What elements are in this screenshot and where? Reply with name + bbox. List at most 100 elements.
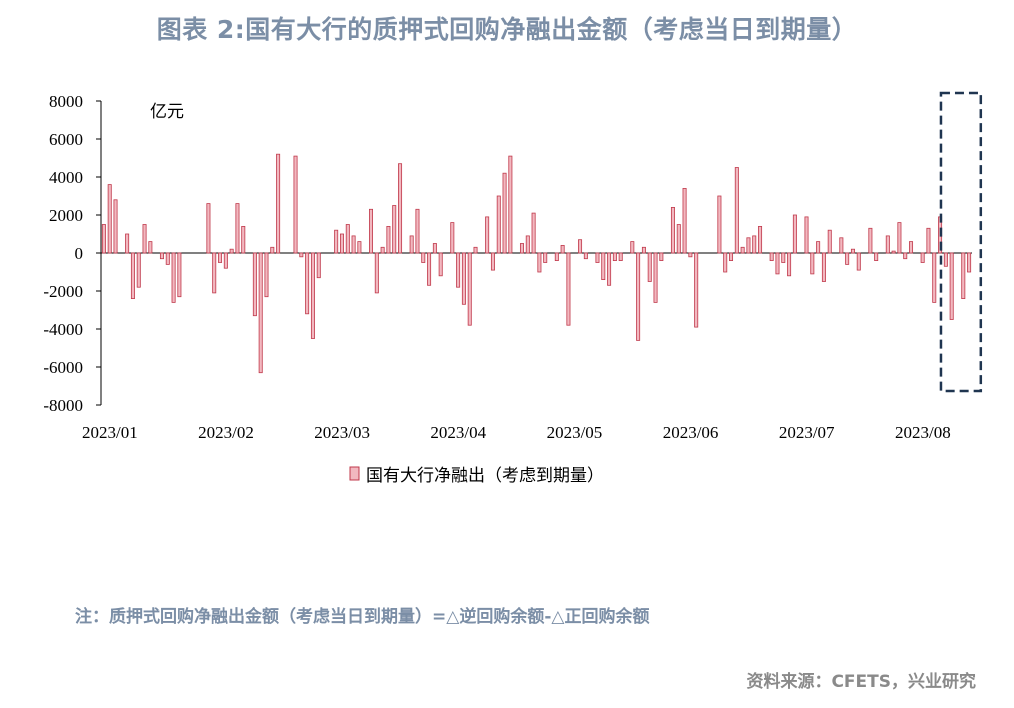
- bar: [450, 222, 455, 254]
- y-tick-label: 6000: [49, 130, 83, 149]
- bar: [804, 216, 809, 254]
- bar: [409, 235, 414, 254]
- bar: [769, 252, 774, 261]
- bar: [810, 252, 815, 275]
- labels-layer: 8000 6000 4000 2000 0 -2000 -4000 -6000 -8000 202…: [43, 92, 950, 442]
- bar: [740, 246, 745, 254]
- chart-title: 图表 2:国有大行的质押式回购净融出金额（考虑当日到期量）: [156, 15, 858, 44]
- bar: [717, 195, 722, 254]
- bar: [316, 252, 321, 279]
- bar: [235, 203, 240, 254]
- bar: [920, 252, 925, 263]
- bar: [891, 250, 896, 254]
- bar: [270, 246, 275, 254]
- bar: [438, 252, 443, 277]
- footnote: 注：质押式回购净融出金额（考虑当日到期量）=△逆回购余额-△正回购余额: [75, 607, 650, 627]
- bar: [641, 246, 646, 254]
- y-tick-label: 8000: [49, 92, 83, 111]
- bar: [525, 235, 530, 254]
- bar: [159, 252, 164, 260]
- bar: [839, 237, 844, 254]
- bar: [334, 229, 339, 254]
- bar: [885, 235, 890, 254]
- y-tick-label: -8000: [43, 396, 83, 415]
- bar: [868, 227, 873, 254]
- bar: [578, 239, 583, 254]
- bar: [583, 252, 588, 260]
- bar: [653, 252, 658, 303]
- bar: [432, 243, 437, 254]
- bar: [723, 252, 728, 273]
- bar: [554, 252, 559, 261]
- bar: [926, 227, 931, 254]
- bar: [374, 252, 379, 294]
- x-tick-label: 2023/05: [547, 423, 603, 442]
- bar: [618, 252, 623, 261]
- x-tick-label: 2023/07: [779, 423, 835, 442]
- bar: [729, 252, 734, 261]
- bar: [113, 199, 118, 254]
- bar: [519, 243, 524, 254]
- bar: [427, 252, 432, 286]
- bar: [949, 252, 954, 320]
- y-tick-label: -2000: [43, 282, 83, 301]
- bar: [531, 212, 536, 254]
- bar: [694, 252, 699, 328]
- x-tick-label: 2023/01: [82, 423, 138, 442]
- bar: [485, 216, 490, 254]
- bar: [357, 241, 362, 254]
- bar: [909, 241, 914, 254]
- y-tick-label: 0: [75, 244, 84, 263]
- bar: [142, 224, 147, 254]
- bar: [502, 172, 507, 254]
- bar: [903, 252, 908, 260]
- bar: [467, 252, 472, 326]
- bar: [415, 208, 420, 254]
- bar: [845, 252, 850, 265]
- bar: [560, 244, 565, 254]
- bar: [305, 252, 310, 315]
- highlight-box: [939, 91, 983, 393]
- bars-layer: [101, 153, 972, 374]
- bar: [177, 252, 182, 298]
- bar: [125, 233, 130, 254]
- bar: [223, 252, 228, 269]
- bar: [345, 224, 350, 254]
- bar: [670, 206, 675, 254]
- bar: [496, 195, 501, 254]
- y-tick-label: 2000: [49, 206, 83, 225]
- bar: [897, 222, 902, 254]
- source-label: 资料来源：CFETS，兴业研究: [746, 672, 976, 692]
- bar: [299, 252, 304, 258]
- bar: [566, 252, 571, 326]
- bar: [229, 248, 234, 254]
- bar: [310, 252, 315, 339]
- bar: [351, 235, 356, 254]
- bar: [264, 252, 269, 298]
- x-tick-label: 2023/06: [663, 423, 719, 442]
- bar: [398, 163, 403, 254]
- x-tick-label: 2023/04: [430, 423, 486, 442]
- bar: [775, 252, 780, 275]
- bar: [932, 252, 937, 303]
- bar: [461, 252, 466, 305]
- bar: [171, 252, 176, 303]
- axes-layer: [96, 100, 972, 406]
- bar: [612, 252, 617, 261]
- bar: [967, 252, 972, 273]
- bar: [595, 252, 600, 263]
- bar: [636, 252, 641, 341]
- bar: [293, 155, 298, 254]
- bar: [258, 252, 263, 374]
- bar: [816, 241, 821, 254]
- y-tick-label: -6000: [43, 358, 83, 377]
- x-tick-label: 2023/08: [895, 423, 951, 442]
- y-tick-label: -4000: [43, 320, 83, 339]
- bar: [252, 252, 257, 317]
- bar: [543, 252, 548, 263]
- bar: [421, 252, 426, 263]
- bar: [856, 252, 861, 271]
- unit-label: 亿元: [150, 102, 184, 122]
- bar: [821, 252, 826, 282]
